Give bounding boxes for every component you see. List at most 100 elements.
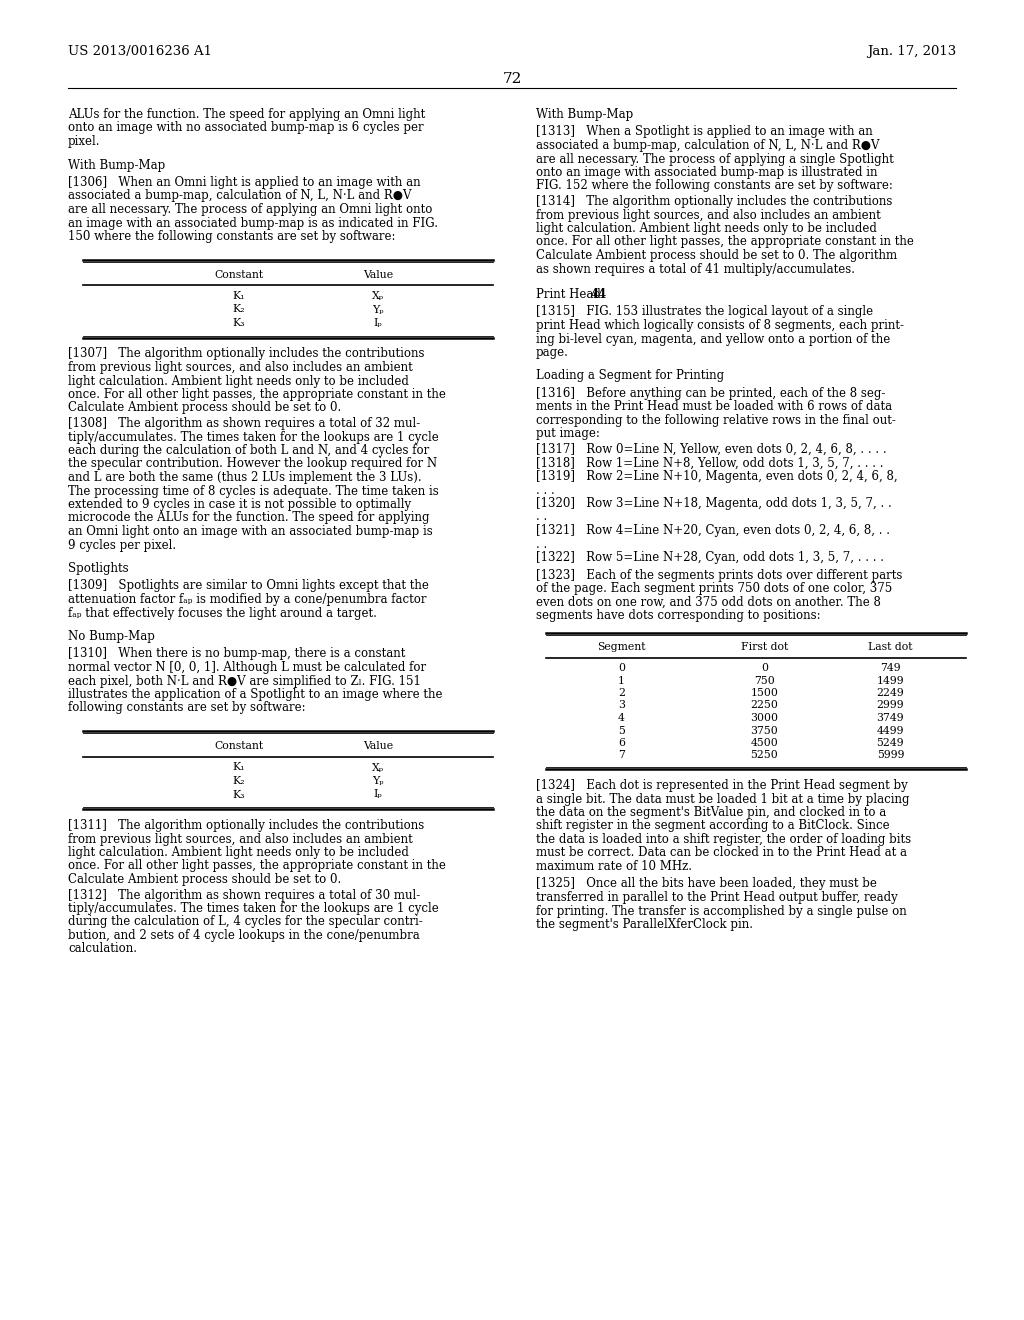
Text: an image with an associated bump-map is as indicated in FIG.: an image with an associated bump-map is … [68,216,438,230]
Text: even dots on one row, and 375 odd dots on another. The 8: even dots on one row, and 375 odd dots o… [536,595,881,609]
Text: [1320]   Row 3=Line N+18, Magenta, odd dots 1, 3, 5, 7, . .: [1320] Row 3=Line N+18, Magenta, odd dot… [536,498,892,510]
Text: ing bi-level cyan, magenta, and yellow onto a portion of the: ing bi-level cyan, magenta, and yellow o… [536,333,890,346]
Text: [1315]   FIG. 153 illustrates the logical layout of a single: [1315] FIG. 153 illustrates the logical … [536,305,873,318]
Text: associated a bump-map, calculation of N, L, N·L and R●V: associated a bump-map, calculation of N,… [536,139,880,152]
Text: Yₚ: Yₚ [373,305,384,314]
Text: the segment's ParallelXferClock pin.: the segment's ParallelXferClock pin. [536,917,753,931]
Text: transferred in parallel to the Print Head output buffer, ready: transferred in parallel to the Print Hea… [536,891,898,904]
Text: fₐₚ that effectively focuses the light around a target.: fₐₚ that effectively focuses the light a… [68,606,377,619]
Text: [1312]   The algorithm as shown requires a total of 30 mul-: [1312] The algorithm as shown requires a… [68,888,420,902]
Text: 9 cycles per pixel.: 9 cycles per pixel. [68,539,176,552]
Text: With Bump-Map: With Bump-Map [68,158,165,172]
Text: [1311]   The algorithm optionally includes the contributions: [1311] The algorithm optionally includes… [68,818,424,832]
Text: 2250: 2250 [751,701,778,710]
Text: 5250: 5250 [751,751,778,760]
Text: normal vector N [0, 0, 1]. Although L must be calculated for: normal vector N [0, 0, 1]. Although L mu… [68,661,426,675]
Text: must be correct. Data can be clocked in to the Print Head at a: must be correct. Data can be clocked in … [536,846,907,859]
Text: 6: 6 [618,738,625,748]
Text: Yₚ: Yₚ [373,776,384,785]
Text: ments in the Print Head must be loaded with 6 rows of data: ments in the Print Head must be loaded w… [536,400,892,413]
Text: K₁: K₁ [232,290,245,301]
Text: . .: . . [536,537,547,550]
Text: once. For all other light passes, the appropriate constant in the: once. For all other light passes, the ap… [68,859,445,873]
Text: the specular contribution. However the lookup required for N: the specular contribution. However the l… [68,458,437,470]
Text: 2: 2 [618,688,625,698]
Text: Print Head: Print Head [536,288,604,301]
Text: [1314]   The algorithm optionally includes the contributions: [1314] The algorithm optionally includes… [536,195,892,209]
Text: K₃: K₃ [232,789,245,800]
Text: are all necessary. The process of applying a single Spotlight: are all necessary. The process of applyi… [536,153,894,165]
Text: Calculate Ambient process should be set to 0.: Calculate Ambient process should be set … [68,401,341,414]
Text: . . .: . . . [536,483,555,496]
Text: a single bit. The data must be loaded 1 bit at a time by placing: a single bit. The data must be loaded 1 … [536,792,909,805]
Text: attenuation factor fₐₚ is modified by a cone/penumbra factor: attenuation factor fₐₚ is modified by a … [68,593,427,606]
Text: Calculate Ambient process should be set to 0.: Calculate Ambient process should be set … [68,873,341,886]
Text: each during the calculation of both L and N, and 4 cycles for: each during the calculation of both L an… [68,444,429,457]
Text: bution, and 2 sets of 4 cycle lookups in the cone/penumbra: bution, and 2 sets of 4 cycle lookups in… [68,929,420,942]
Text: microcode the ALUs for the function. The speed for applying: microcode the ALUs for the function. The… [68,511,429,524]
Text: 1500: 1500 [751,688,778,698]
Text: once. For all other light passes, the appropriate constant in the: once. For all other light passes, the ap… [536,235,913,248]
Text: Constant: Constant [214,269,263,280]
Text: 4499: 4499 [877,726,904,735]
Text: ALUs for the function. The speed for applying an Omni light: ALUs for the function. The speed for app… [68,108,425,121]
Text: K₂: K₂ [232,305,245,314]
Text: With Bump-Map: With Bump-Map [536,108,633,121]
Text: [1321]   Row 4=Line N+20, Cyan, even dots 0, 2, 4, 6, 8, . .: [1321] Row 4=Line N+20, Cyan, even dots … [536,524,890,537]
Text: 4500: 4500 [751,738,778,748]
Text: shift register in the segment according to a BitClock. Since: shift register in the segment according … [536,820,890,833]
Text: 72: 72 [503,73,521,86]
Text: Xₚ: Xₚ [372,290,384,301]
Text: Last dot: Last dot [868,643,912,652]
Text: onto an image with associated bump-map is illustrated in: onto an image with associated bump-map i… [536,166,878,180]
Text: K₂: K₂ [232,776,245,785]
Text: maximum rate of 10 MHz.: maximum rate of 10 MHz. [536,861,692,873]
Text: [1323]   Each of the segments prints dots over different parts: [1323] Each of the segments prints dots … [536,569,902,582]
Text: [1316]   Before anything can be printed, each of the 8 seg-: [1316] Before anything can be printed, e… [536,387,886,400]
Text: [1313]   When a Spotlight is applied to an image with an: [1313] When a Spotlight is applied to an… [536,125,872,139]
Text: 3750: 3750 [751,726,778,735]
Text: [1317]   Row 0=Line N, Yellow, even dots 0, 2, 4, 6, 8, . . . .: [1317] Row 0=Line N, Yellow, even dots 0… [536,444,887,455]
Text: 749: 749 [880,663,901,673]
Text: from previous light sources, and also includes an ambient: from previous light sources, and also in… [536,209,881,222]
Text: 4: 4 [618,713,625,723]
Text: FIG. 152 where the following constants are set by software:: FIG. 152 where the following constants a… [536,180,893,193]
Text: [1319]   Row 2=Line N+10, Magenta, even dots 0, 2, 4, 6, 8,: [1319] Row 2=Line N+10, Magenta, even do… [536,470,898,483]
Text: the data is loaded into a shift register, the order of loading bits: the data is loaded into a shift register… [536,833,911,846]
Text: light calculation. Ambient light needs only to be included: light calculation. Ambient light needs o… [68,375,409,388]
Text: an Omni light onto an image with an associated bump-map is: an Omni light onto an image with an asso… [68,525,433,539]
Text: . .: . . [536,511,547,524]
Text: [1324]   Each dot is represented in the Print Head segment by: [1324] Each dot is represented in the Pr… [536,779,907,792]
Text: [1306]   When an Omni light is applied to an image with an: [1306] When an Omni light is applied to … [68,176,421,189]
Text: from previous light sources, and also includes an ambient: from previous light sources, and also in… [68,360,413,374]
Text: The processing time of 8 cycles is adequate. The time taken is: The processing time of 8 cycles is adequ… [68,484,438,498]
Text: First dot: First dot [740,643,788,652]
Text: Spotlights: Spotlights [68,562,129,576]
Text: tiply/accumulates. The times taken for the lookups are 1 cycle: tiply/accumulates. The times taken for t… [68,902,438,915]
Text: 1: 1 [618,676,625,685]
Text: Value: Value [364,741,393,751]
Text: Iₚ: Iₚ [374,789,383,800]
Text: and L are both the same (thus 2 LUs implement the 3 LUs).: and L are both the same (thus 2 LUs impl… [68,471,422,484]
Text: following constants are set by software:: following constants are set by software: [68,701,305,714]
Text: Segment: Segment [597,643,646,652]
Text: put image:: put image: [536,428,600,441]
Text: 2249: 2249 [877,688,904,698]
Text: 2999: 2999 [877,701,904,710]
Text: 44: 44 [591,288,607,301]
Text: print Head which logically consists of 8 segments, each print-: print Head which logically consists of 8… [536,319,904,333]
Text: [1318]   Row 1=Line N+8, Yellow, odd dots 1, 3, 5, 7, . . . .: [1318] Row 1=Line N+8, Yellow, odd dots … [536,457,884,470]
Text: segments have dots corresponding to positions:: segments have dots corresponding to posi… [536,609,820,622]
Text: onto an image with no associated bump-map is 6 cycles per: onto an image with no associated bump-ma… [68,121,424,135]
Text: corresponding to the following relative rows in the final out-: corresponding to the following relative … [536,414,896,426]
Text: from previous light sources, and also includes an ambient: from previous light sources, and also in… [68,833,413,846]
Text: [1322]   Row 5=Line N+28, Cyan, odd dots 1, 3, 5, 7, . . . .: [1322] Row 5=Line N+28, Cyan, odd dots 1… [536,550,884,564]
Text: [1310]   When there is no bump-map, there is a constant: [1310] When there is no bump-map, there … [68,648,406,660]
Text: 1499: 1499 [877,676,904,685]
Text: once. For all other light passes, the appropriate constant in the: once. For all other light passes, the ap… [68,388,445,401]
Text: of the page. Each segment prints 750 dots of one color, 375: of the page. Each segment prints 750 dot… [536,582,892,595]
Text: Iₚ: Iₚ [374,318,383,327]
Text: 5249: 5249 [877,738,904,748]
Text: US 2013/0016236 A1: US 2013/0016236 A1 [68,45,212,58]
Text: during the calculation of L, 4 cycles for the specular contri-: during the calculation of L, 4 cycles fo… [68,916,423,928]
